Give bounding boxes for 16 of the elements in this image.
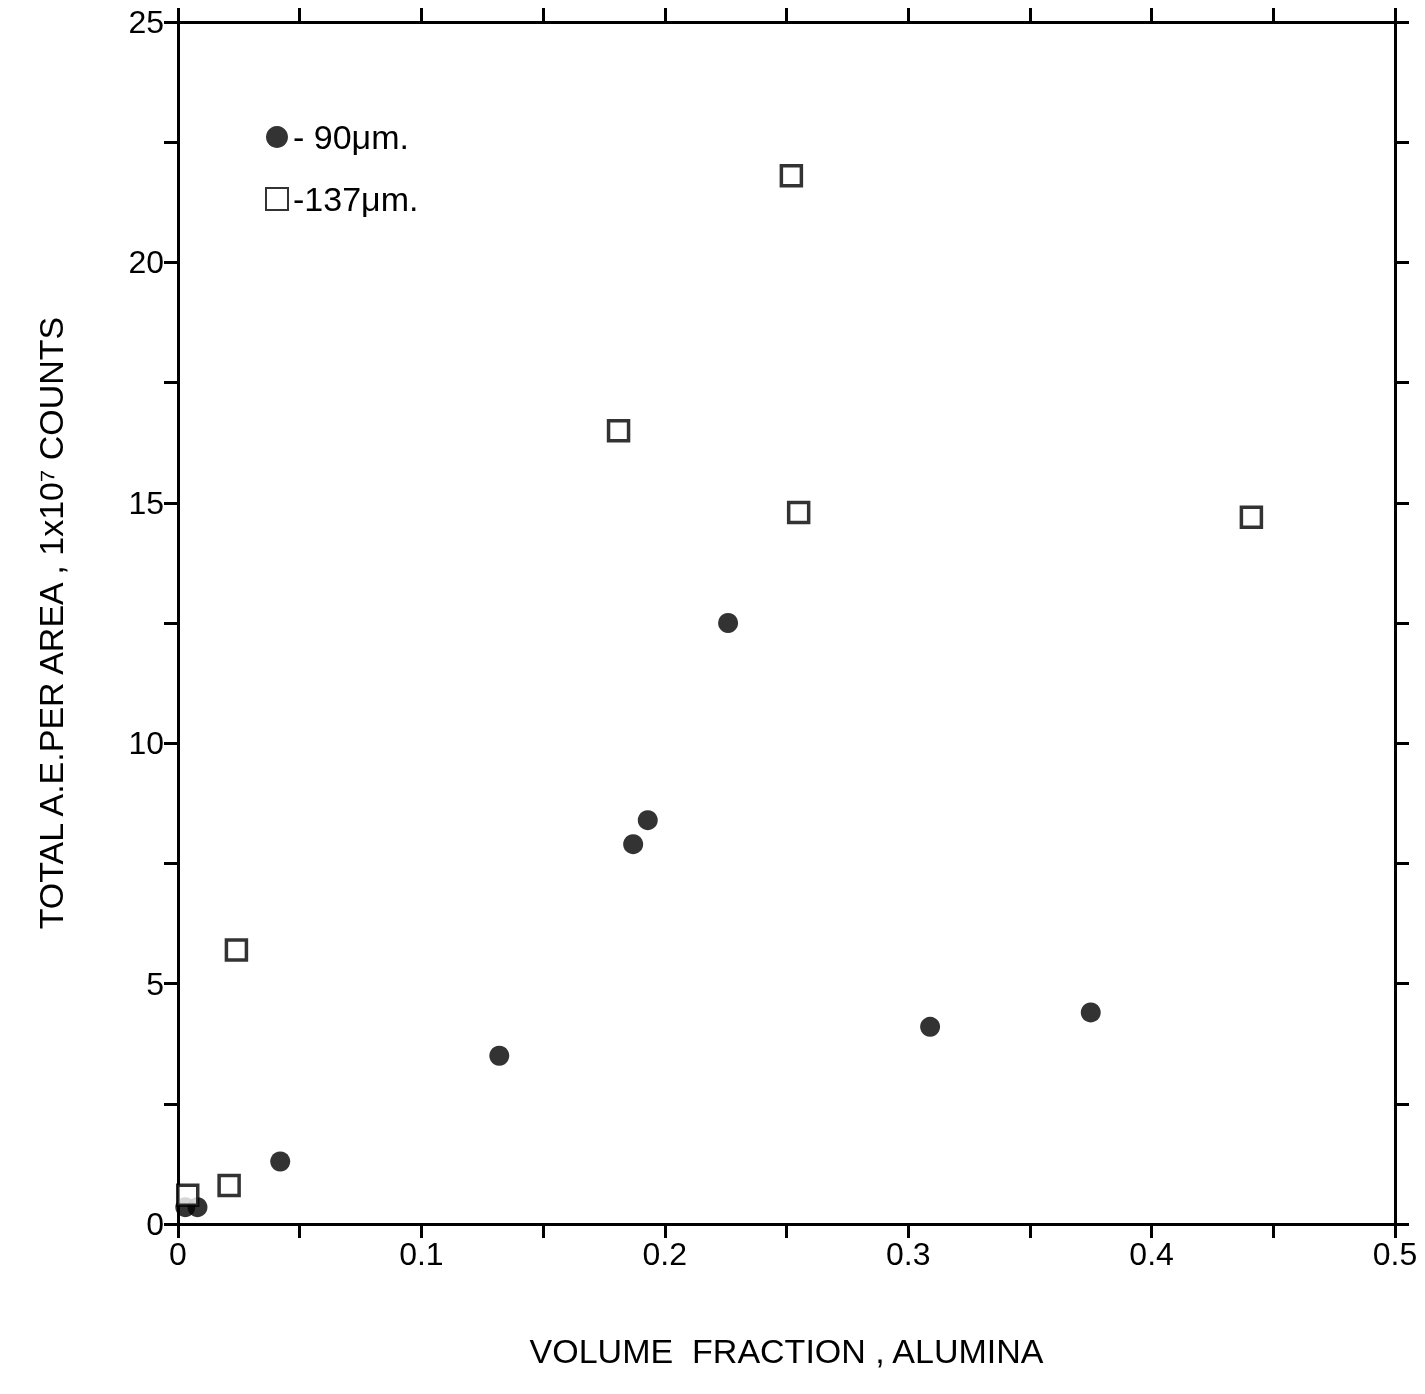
y-tick-label: 10 [128, 725, 164, 762]
x-tick-label: 0.5 [1372, 1236, 1418, 1272]
x-tick-label: 0.1 [399, 1236, 444, 1272]
x-axis-title: VOLUME FRACTION , ALUMINA [529, 1332, 1044, 1370]
y-tick-label: 25 [128, 4, 164, 40]
legend-label: -137μm. [293, 180, 419, 218]
legend-label: - 90μm. [293, 118, 409, 156]
x-tick-label: 0.4 [1129, 1236, 1174, 1272]
x-tick-label: 0 [169, 1236, 187, 1272]
y-axis-title: TOTAL A.E.PER AREA , 1x10⁷ COUNTS [32, 316, 70, 930]
y-tick-label: 15 [128, 484, 164, 521]
x-tick-label: 0.2 [642, 1236, 688, 1272]
y-tick-label: 5 [146, 965, 164, 1002]
y-tick-label: 0 [146, 1206, 164, 1242]
x-tick-label: 0.3 [885, 1236, 931, 1272]
y-tick-label: 20 [128, 244, 164, 281]
